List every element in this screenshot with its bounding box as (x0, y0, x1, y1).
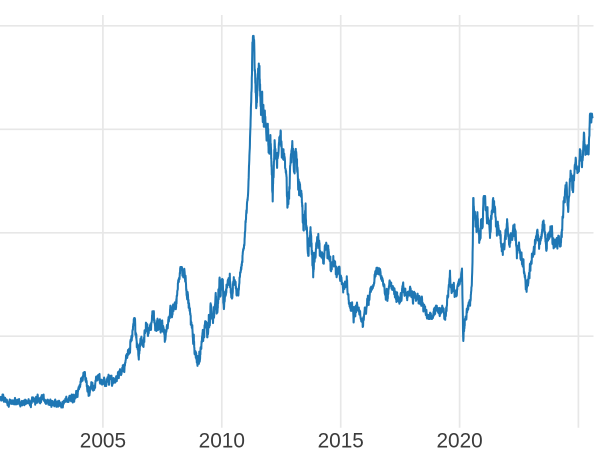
svg-text:2010: 2010 (199, 429, 245, 450)
svg-text:2015: 2015 (318, 429, 364, 450)
svg-text:2005: 2005 (80, 429, 126, 450)
svg-text:2020: 2020 (436, 429, 482, 450)
